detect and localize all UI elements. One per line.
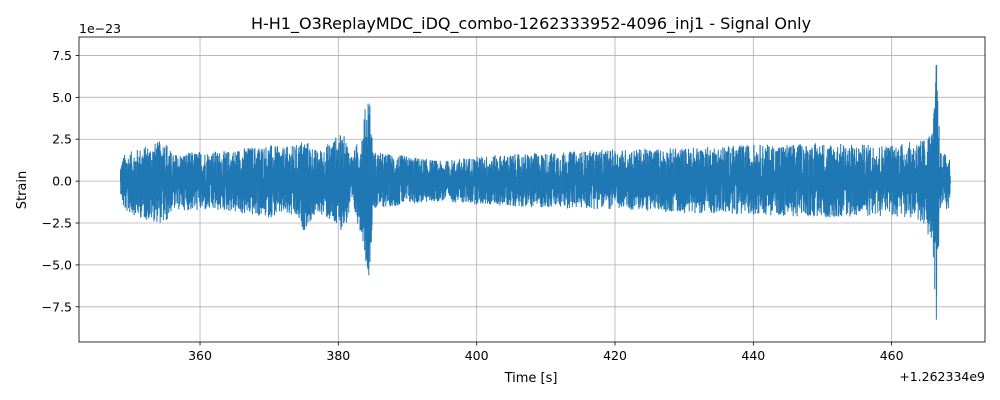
x-tick-label: 380 xyxy=(326,348,350,363)
x-axis-label: Time [s] xyxy=(504,371,558,386)
chart-title: H-H1_O3ReplayMDC_iDQ_combo-1262333952-40… xyxy=(251,14,811,34)
plot-frame xyxy=(78,36,986,343)
x-tick-label: 440 xyxy=(741,348,765,363)
y-tick-label: 5.0 xyxy=(52,90,72,105)
y-tick-label: 7.5 xyxy=(52,48,72,63)
x-ticks: 360 380 400 420 440 460 xyxy=(188,342,904,363)
y-scale-label: 1e−23 xyxy=(79,21,121,36)
y-tick-label: −2.5 xyxy=(42,216,72,231)
x-tick-label: 360 xyxy=(188,348,212,363)
y-tick-label: 0.0 xyxy=(52,174,72,189)
series-layer xyxy=(120,64,951,320)
series-line xyxy=(120,64,951,320)
y-tick-label: −5.0 xyxy=(42,257,72,272)
x-offset-label: +1.262334e9 xyxy=(899,369,985,384)
y-tick-label: −7.5 xyxy=(42,299,72,314)
x-tick-label: 460 xyxy=(880,348,904,363)
y-tick-label: 2.5 xyxy=(52,132,72,147)
y-ticks: 7.5 5.0 2.5 0.0 −2.5 −5.0 −7.5 xyxy=(42,48,79,314)
x-tick-label: 400 xyxy=(465,348,489,363)
y-axis-label: Strain xyxy=(15,171,30,210)
x-tick-label: 420 xyxy=(603,348,627,363)
